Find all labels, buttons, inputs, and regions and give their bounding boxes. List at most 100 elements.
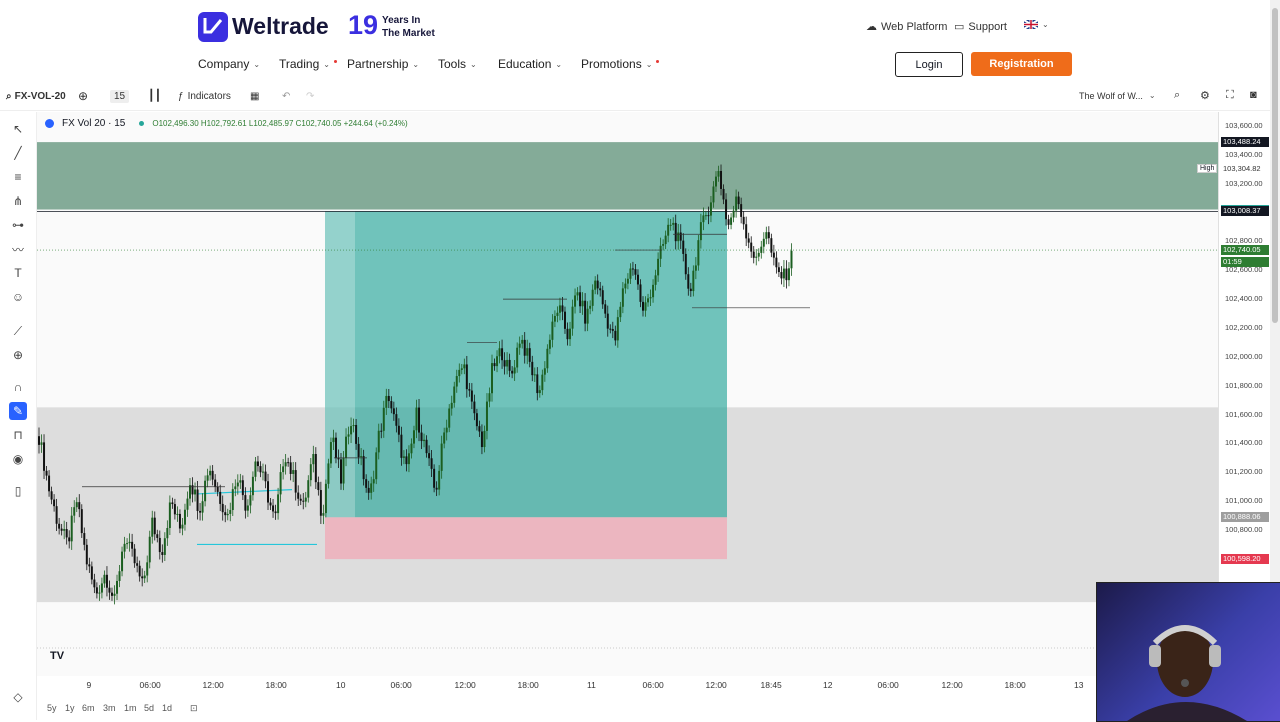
candle-body bbox=[65, 529, 68, 538]
nav-partnership[interactable]: Partnership ⌄ bbox=[347, 57, 420, 71]
range-1m[interactable]: 1m bbox=[124, 703, 137, 713]
price-chart[interactable] bbox=[37, 112, 1218, 676]
range-5y[interactable]: 5y bbox=[47, 703, 57, 713]
candle-body bbox=[110, 592, 113, 596]
object-tree-icon[interactable]: ◇ bbox=[13, 690, 23, 704]
candle-body bbox=[387, 395, 390, 402]
candle-body bbox=[128, 541, 131, 544]
candle-body bbox=[707, 215, 710, 217]
candle-body bbox=[433, 468, 436, 488]
candle-body bbox=[168, 502, 171, 528]
candle-body bbox=[684, 253, 687, 275]
candle-body bbox=[372, 479, 375, 484]
chart-legend: FX Vol 20 · 15 O102,496.30 H102,792.61 L… bbox=[45, 118, 408, 129]
chart-canvas[interactable] bbox=[37, 112, 1218, 676]
zone-supply bbox=[37, 142, 1218, 210]
ruler-icon[interactable]: ⟋ bbox=[13, 323, 23, 338]
eye-icon[interactable]: ◉ bbox=[12, 452, 24, 466]
range-1d[interactable]: 1d bbox=[162, 703, 173, 713]
cursor-icon[interactable]: ↖ bbox=[12, 122, 24, 136]
candle-body bbox=[586, 308, 589, 324]
stay-drawing-icon[interactable]: ✎ bbox=[9, 402, 27, 420]
weltrade-logo-icon[interactable] bbox=[198, 12, 228, 42]
candle-body bbox=[269, 502, 272, 506]
candle-body bbox=[347, 434, 350, 437]
candle-body bbox=[616, 317, 619, 341]
price-tag: 103,304.82 bbox=[1221, 163, 1269, 174]
nav-tools[interactable]: Tools ⌄ bbox=[438, 57, 477, 71]
candle-body bbox=[619, 306, 622, 318]
login-button[interactable]: Login bbox=[895, 52, 963, 77]
emoji-icon[interactable]: ☺ bbox=[11, 290, 25, 304]
candle-body bbox=[483, 430, 486, 448]
web-platform-link[interactable]: ☁ Web Platform bbox=[866, 20, 947, 34]
pitchfork-icon[interactable]: ⋔ bbox=[12, 194, 24, 208]
new-dot-icon bbox=[656, 59, 660, 63]
magnet-icon[interactable]: ∩ bbox=[13, 380, 23, 394]
registration-button[interactable]: Registration bbox=[971, 52, 1072, 76]
candle-body bbox=[249, 495, 252, 506]
market-status-icon bbox=[139, 121, 145, 126]
layouts-icon[interactable]: ▦ bbox=[250, 91, 260, 102]
page-scrollbar[interactable] bbox=[1270, 0, 1280, 720]
range-5d[interactable]: 5d bbox=[144, 703, 155, 713]
candle-body bbox=[782, 268, 785, 279]
text-icon[interactable]: T bbox=[14, 266, 22, 280]
time-label: 18:00 bbox=[265, 680, 287, 690]
range-1y[interactable]: 1y bbox=[65, 703, 75, 713]
candle-body bbox=[672, 222, 675, 225]
nav-company[interactable]: Company ⌄ bbox=[198, 57, 261, 71]
redo-icon[interactable]: ↷ bbox=[306, 91, 315, 102]
fib-icon[interactable]: ⊶ bbox=[12, 218, 24, 232]
candle-body bbox=[95, 587, 98, 594]
undo-icon[interactable]: ↶ bbox=[282, 91, 291, 102]
time-axis[interactable]: 9 06:00 12:00 18:00 10 06:00 12:00 18:00 11 06:00… bbox=[37, 676, 1218, 694]
candle-body bbox=[236, 482, 239, 487]
quick-search-icon[interactable]: ⌕ bbox=[1174, 89, 1181, 101]
candle-type-icon[interactable]: ┃┃ bbox=[148, 90, 162, 102]
horizontal-lines-icon[interactable]: ≡ bbox=[14, 170, 22, 184]
support-link[interactable]: ▭ Support bbox=[954, 20, 1007, 34]
camera-icon[interactable]: ◙ bbox=[1250, 89, 1257, 101]
add-symbol-icon[interactable]: ⊕ bbox=[78, 89, 89, 103]
logo-text[interactable]: Weltrade bbox=[232, 13, 329, 39]
trash-icon[interactable]: ▯ bbox=[14, 484, 22, 498]
pattern-icon[interactable]: 〰 bbox=[11, 242, 24, 257]
symbol-search[interactable]: ⌕ FX-VOL-20 bbox=[6, 91, 66, 102]
candle-body bbox=[55, 506, 58, 524]
interval-selector[interactable]: 15 bbox=[110, 90, 130, 103]
candle-body bbox=[163, 538, 166, 555]
scroll-thumb[interactable] bbox=[1272, 8, 1278, 323]
candle-body bbox=[664, 235, 667, 245]
candle-body bbox=[574, 295, 577, 307]
candle-body bbox=[186, 498, 189, 510]
price-label: 103,200.00 bbox=[1225, 178, 1263, 188]
range-3m[interactable]: 3m bbox=[103, 703, 116, 713]
candle-body bbox=[412, 430, 415, 444]
range-6m[interactable]: 6m bbox=[82, 703, 95, 713]
indicators-button[interactable]: ƒ Indicators bbox=[178, 91, 231, 102]
zoom-icon[interactable]: ⊕ bbox=[12, 348, 24, 362]
candle-body bbox=[485, 401, 488, 431]
new-dot-icon bbox=[333, 59, 337, 63]
candle-body bbox=[279, 472, 282, 495]
fullscreen-icon[interactable]: ⛶ bbox=[1226, 89, 1234, 101]
layout-name[interactable]: The Wolf of W... ⌄ bbox=[1079, 91, 1156, 101]
lock-icon[interactable]: ⊓ bbox=[13, 428, 23, 442]
price-label: 102,400.00 bbox=[1225, 294, 1263, 304]
language-selector[interactable]: ⌄ bbox=[1024, 20, 1049, 29]
presenter-image bbox=[1127, 625, 1247, 721]
price-tag: 100,888.06 bbox=[1221, 512, 1269, 523]
price-label: 101,000.00 bbox=[1225, 496, 1263, 506]
candle-body bbox=[146, 562, 149, 576]
date-range-icon[interactable]: ⊡ bbox=[190, 703, 198, 713]
trend-line-icon[interactable]: ╱ bbox=[14, 146, 22, 160]
settings-icon[interactable]: ⚙ bbox=[1200, 90, 1210, 102]
price-label: 100,800.00 bbox=[1225, 525, 1263, 534]
nav-promotions[interactable]: Promotions ⌄ bbox=[581, 57, 660, 71]
nav-education[interactable]: Education ⌄ bbox=[498, 57, 563, 71]
price-label: 103,400.00 bbox=[1225, 149, 1263, 159]
price-tag: 01:59 bbox=[1221, 256, 1269, 267]
candle-body bbox=[272, 505, 275, 512]
nav-trading[interactable]: Trading ⌄ bbox=[279, 57, 337, 71]
